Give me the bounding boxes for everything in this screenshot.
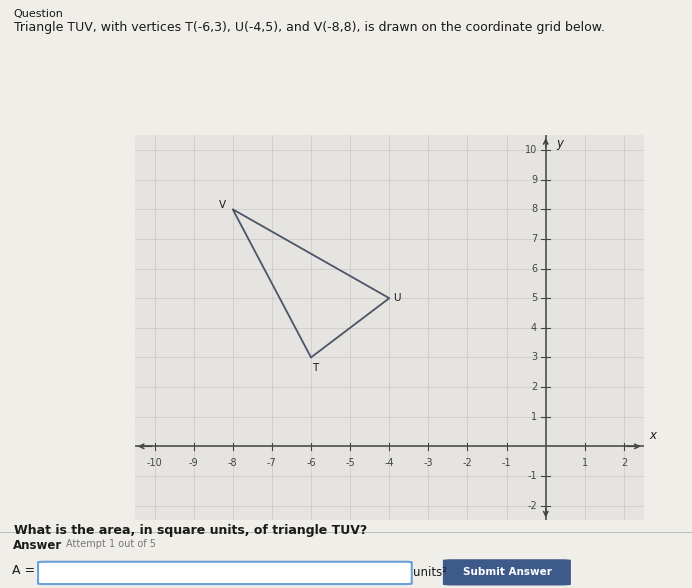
Text: 2: 2 bbox=[531, 382, 537, 392]
Text: x: x bbox=[649, 429, 657, 442]
Text: -2: -2 bbox=[463, 457, 473, 467]
Text: Question: Question bbox=[14, 9, 64, 19]
Text: 3: 3 bbox=[531, 352, 537, 362]
Text: 6: 6 bbox=[531, 263, 537, 273]
Text: -4: -4 bbox=[385, 457, 394, 467]
Text: -5: -5 bbox=[345, 457, 355, 467]
Text: Answer: Answer bbox=[12, 539, 62, 552]
Text: -1: -1 bbox=[502, 457, 511, 467]
Text: U: U bbox=[393, 293, 401, 303]
Text: -10: -10 bbox=[147, 457, 163, 467]
Text: -6: -6 bbox=[306, 457, 316, 467]
Text: 10: 10 bbox=[525, 145, 537, 155]
Text: A =: A = bbox=[12, 564, 35, 577]
Text: -9: -9 bbox=[189, 457, 199, 467]
Text: 7: 7 bbox=[531, 234, 537, 244]
Text: units²: units² bbox=[413, 566, 447, 579]
Text: Submit Answer: Submit Answer bbox=[463, 567, 552, 577]
Text: V: V bbox=[219, 200, 226, 210]
Text: -3: -3 bbox=[424, 457, 433, 467]
Text: What is the area, in square units, of triangle TUV?: What is the area, in square units, of tr… bbox=[14, 524, 367, 537]
Text: T: T bbox=[312, 363, 318, 373]
Text: -8: -8 bbox=[228, 457, 237, 467]
FancyBboxPatch shape bbox=[443, 559, 571, 586]
Text: 8: 8 bbox=[531, 204, 537, 214]
Text: 4: 4 bbox=[531, 323, 537, 333]
Text: 2: 2 bbox=[621, 457, 627, 467]
Text: -7: -7 bbox=[267, 457, 277, 467]
Text: Attempt 1 out of 5: Attempt 1 out of 5 bbox=[66, 539, 156, 549]
FancyBboxPatch shape bbox=[38, 562, 412, 584]
Text: 1: 1 bbox=[531, 412, 537, 422]
Text: 5: 5 bbox=[531, 293, 537, 303]
Text: -2: -2 bbox=[527, 500, 537, 510]
Text: Triangle TUV, with vertices T(-6,3), U(-4,5), and V(-8,8), is drawn on the coord: Triangle TUV, with vertices T(-6,3), U(-… bbox=[14, 21, 605, 34]
Text: 9: 9 bbox=[531, 175, 537, 185]
Text: 1: 1 bbox=[582, 457, 588, 467]
Text: y: y bbox=[556, 137, 563, 150]
Text: -1: -1 bbox=[527, 471, 537, 481]
